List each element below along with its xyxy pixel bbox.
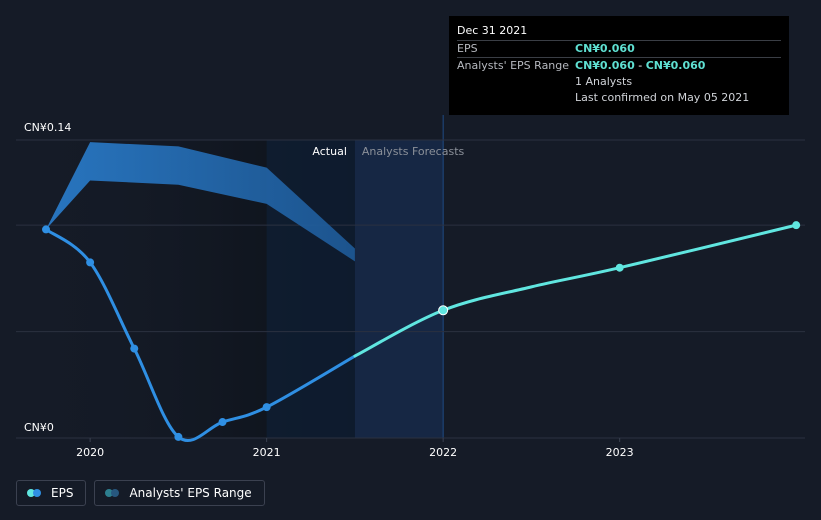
tooltip: Dec 31 2021 EPS CN¥0.060 Analysts' EPS R… (449, 16, 789, 115)
legend-eps-label: EPS (51, 486, 74, 500)
x-tick-label: 2022 (429, 446, 457, 459)
actual-region-label: Actual (312, 145, 346, 158)
eps-actual-point (262, 403, 271, 412)
hover-point (438, 305, 449, 316)
legend-item-range[interactable]: Analysts' EPS Range (94, 480, 265, 506)
eps-forecast-line (353, 223, 798, 358)
x-tick-label: 2020 (76, 446, 104, 459)
eps-forecast-point (792, 221, 801, 230)
legend: EPS Analysts' EPS Range (16, 480, 265, 506)
eps-actual-point (218, 418, 227, 427)
eps-range-band (46, 142, 355, 262)
legend-item-eps[interactable]: EPS (16, 480, 87, 506)
tooltip-analysts-row: 1 Analysts (457, 74, 781, 90)
tooltip-range-high: CN¥0.060 (645, 59, 706, 72)
tooltip-range-separator: - (634, 59, 646, 72)
tooltip-title: Dec 31 2021 (457, 23, 781, 41)
eps-actual-point (42, 225, 51, 234)
tooltip-range-label: Analysts' EPS Range (457, 59, 570, 72)
eps-forecast-point (615, 263, 624, 272)
tooltip-eps-row: EPS CN¥0.060 (457, 41, 781, 58)
tooltip-confirmed: Last confirmed on May 05 2021 (575, 91, 750, 104)
legend-range-label: Analysts' EPS Range (129, 486, 252, 500)
range-swatch-icon (105, 489, 121, 497)
tooltip-range-low: CN¥0.060 (575, 59, 635, 72)
eps-actual-point (130, 344, 139, 353)
y-axis-bottom-label: CN¥0 (24, 421, 54, 434)
tooltip-confirmed-row: Last confirmed on May 05 2021 (457, 90, 781, 106)
forecast-region-label: Analysts Forecasts (362, 145, 465, 158)
x-tick-label: 2021 (253, 446, 281, 459)
tooltip-range-row: Analysts' EPS Range CN¥0.060 - CN¥0.060 (457, 58, 781, 74)
eps-swatch-icon (27, 489, 43, 497)
eps-actual-point (174, 432, 183, 441)
hover-band (354, 140, 444, 438)
y-axis-top-label: CN¥0.14 (24, 121, 71, 134)
x-tick-label: 2023 (606, 446, 634, 459)
tooltip-analysts: 1 Analysts (575, 75, 633, 88)
eps-actual-point (86, 258, 95, 267)
tooltip-eps-value: CN¥0.060 (575, 42, 635, 55)
tooltip-eps-label: EPS (457, 42, 478, 55)
